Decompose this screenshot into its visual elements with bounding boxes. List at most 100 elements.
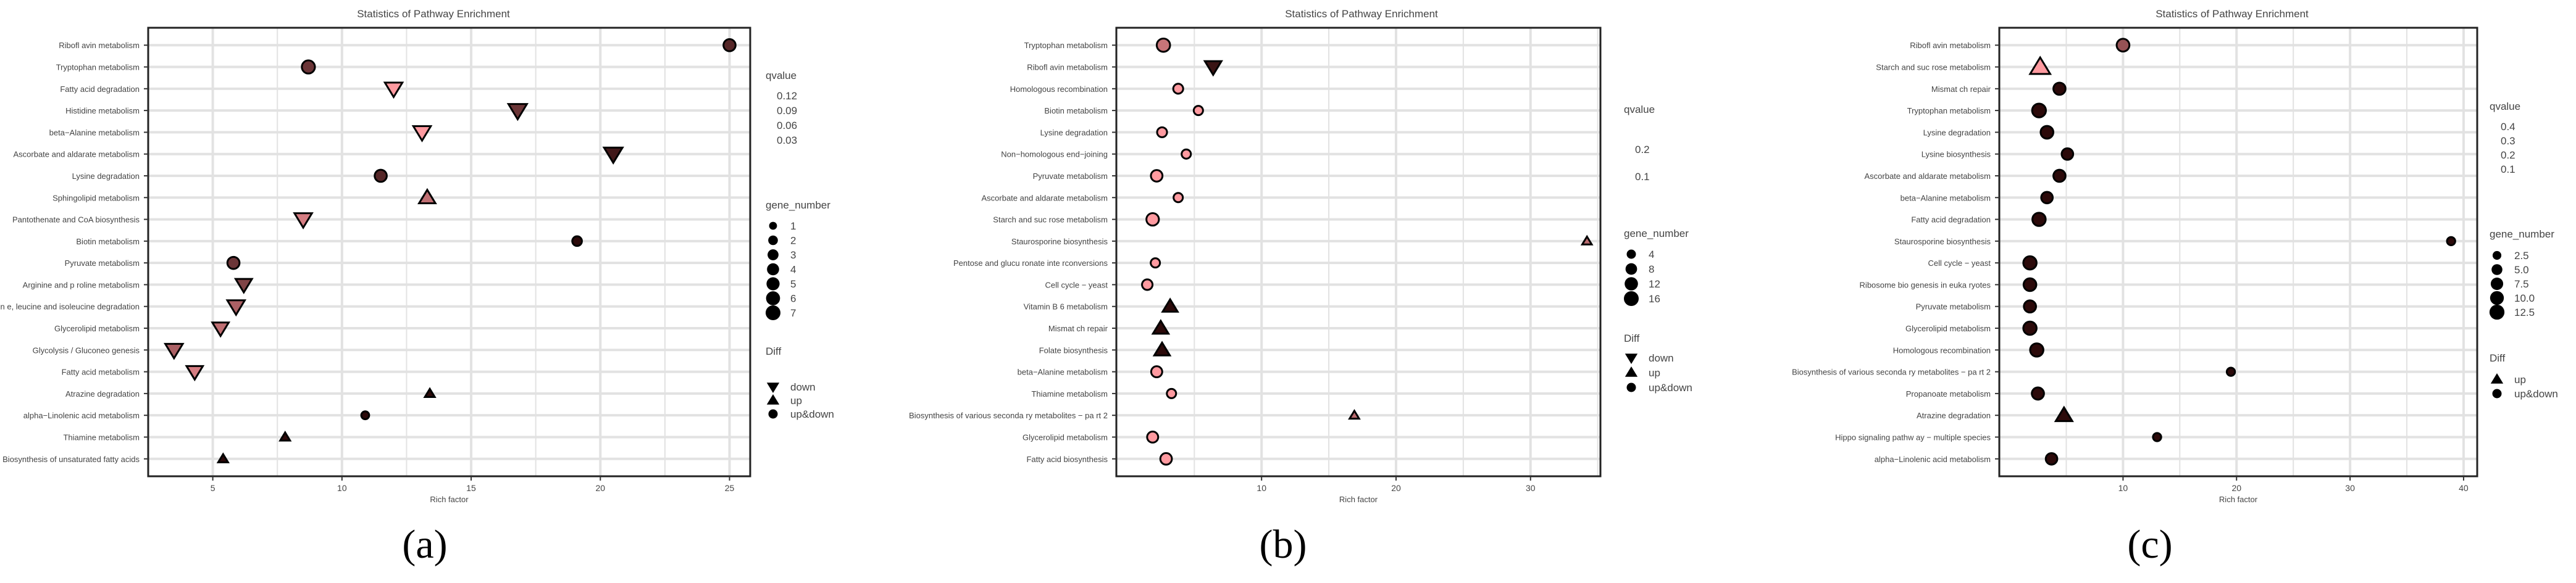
data-point: [417, 188, 437, 205]
legend-size-label: 7.5: [2514, 278, 2529, 290]
data-point: [211, 321, 231, 338]
y-tick-label: beta−Alanine metabolism: [49, 128, 140, 137]
y-tick-label: Tryptophan metabolism: [1907, 106, 1991, 115]
data-point: [2022, 320, 2038, 336]
legend-size-swatch: [1626, 249, 1636, 259]
legend-qvalue-label: 0.06: [777, 120, 797, 131]
plot-frame: [147, 27, 751, 478]
y-tick-label: Folate biosynthesis: [1039, 345, 1108, 355]
y-tick-label: Lysine biosynthesis: [1922, 150, 1991, 159]
data-point: [2225, 366, 2236, 377]
y-tick-label: Ribofl avin metabolism: [59, 41, 140, 50]
legend-size-label: 10.0: [2514, 292, 2535, 304]
data-point: [2052, 81, 2067, 96]
y-tick-label: Lysine degradation: [1040, 128, 1108, 137]
data-point: [1173, 192, 1184, 204]
legend-size-label: 6: [790, 293, 796, 305]
legend-size-swatch: [1625, 277, 1638, 291]
data-point: [2446, 236, 2456, 247]
chart-title: Statistics of Pathway Enrichment: [2156, 8, 2309, 20]
data-point: [301, 59, 316, 75]
data-point: [411, 125, 433, 143]
data-point: [2022, 255, 2038, 271]
y-tick-label: Propanoate metabolism: [1906, 389, 1991, 399]
y-tick-label: Ascorbate and aldarate metabolism: [1864, 172, 1991, 181]
y-tick-label: Staurosporine biosynthesis: [1894, 237, 1991, 246]
data-point: [185, 365, 205, 382]
legend-size-title: gene_number: [2490, 228, 2554, 240]
data-point: [1150, 365, 1163, 379]
legend-size-label: 5: [790, 278, 796, 290]
x-tick-label: 20: [1391, 483, 1401, 493]
data-point: [1181, 148, 1192, 160]
legend-diff-label: up&down: [790, 408, 834, 420]
y-tick-label: Biosynthesis of various seconda ry metab…: [1792, 368, 1991, 377]
x-tick-label: 10: [337, 483, 347, 493]
y-tick-label: alpha−Linolenic acid metabolism: [1875, 455, 1991, 464]
legend-diff-swatch: [1625, 366, 1638, 377]
data-point: [1146, 431, 1160, 444]
data-point: [1151, 319, 1171, 335]
legend-size-swatch: [2491, 264, 2503, 275]
x-tick-label: 20: [2231, 483, 2241, 493]
legend-size-label: 8: [1649, 263, 1654, 275]
data-point: [2040, 191, 2054, 205]
legend-qvalue-label: 0.1: [1635, 171, 1650, 183]
legend-diff-title: Diff: [2490, 352, 2505, 364]
legend-qvalue-title: qvalue: [2490, 101, 2520, 112]
data-point: [1348, 408, 1361, 420]
y-tick-label: Pentose and glucu ronate inte rconversio…: [953, 258, 1108, 268]
y-tick-label: Non−homologous end−joining: [1001, 150, 1108, 159]
data-point: [1141, 278, 1154, 291]
data-point: [1580, 234, 1594, 246]
legend-qvalue-label: 0.03: [777, 134, 797, 146]
legend-size-label: 12: [1649, 278, 1660, 290]
legend-diff-swatch: [1626, 382, 1636, 392]
legend-diff-swatch: [766, 382, 780, 394]
legend-size-swatch: [766, 291, 780, 305]
data-point: [225, 299, 247, 317]
y-tick-label: Histidine metabolism: [65, 106, 140, 115]
y-tick-label: Glycerolipid metabolism: [54, 324, 140, 333]
legend-qvalue-label: 0.12: [777, 90, 797, 102]
legend-size-label: 2: [790, 235, 796, 247]
data-point: [1155, 37, 1171, 53]
data-point: [1150, 169, 1164, 183]
x-tick-label: 15: [466, 483, 476, 493]
x-tick-label: 10: [2118, 483, 2128, 493]
data-point: [374, 168, 388, 183]
legend-size-swatch: [769, 221, 777, 230]
data-point: [2029, 342, 2044, 358]
y-tick-label: Biotin metabolism: [76, 237, 140, 246]
legend-size-label: 7: [790, 307, 796, 319]
y-tick-label: Atrazine degradation: [65, 389, 140, 399]
x-axis-label: Rich factor: [2219, 495, 2258, 504]
data-point: [2052, 168, 2067, 183]
y-tick-label: Thiamine metabolism: [63, 432, 140, 442]
legend-size-label: 4: [790, 264, 796, 276]
data-point: [278, 430, 292, 442]
data-point: [2023, 299, 2037, 314]
panel-2: Statistics of Pathway Enrichment Tryptoph…: [909, 8, 1692, 504]
legend-qvalue-label: 0.09: [777, 105, 797, 117]
y-tick-label: alpha−Linolenic acid metabolism: [23, 411, 140, 420]
legend-diff-label: up&down: [2514, 388, 2558, 400]
legend-size-swatch: [768, 235, 778, 246]
data-point: [2115, 38, 2131, 53]
legend-size-label: 5.0: [2514, 264, 2529, 276]
x-axis-label: Rich factor: [430, 495, 469, 504]
data-point: [2022, 277, 2038, 292]
legend-qvalue-title: qvalue: [1624, 104, 1655, 115]
legend-qvalue-label: 0.2: [1635, 144, 1650, 155]
legend-qvalue-label: 0.1: [2501, 163, 2515, 175]
plot-frame: [1115, 27, 1602, 478]
y-tick-label: Ribofl avin metabolism: [1027, 63, 1108, 72]
data-point: [2028, 56, 2052, 75]
data-point: [293, 212, 314, 229]
data-point: [2044, 452, 2059, 466]
legend-size-title: gene_number: [1624, 228, 1689, 239]
y-tick-label: beta−Alanine metabolism: [1018, 368, 1108, 377]
x-tick-label: 40: [2459, 483, 2469, 493]
legend-size-label: 3: [790, 249, 796, 261]
